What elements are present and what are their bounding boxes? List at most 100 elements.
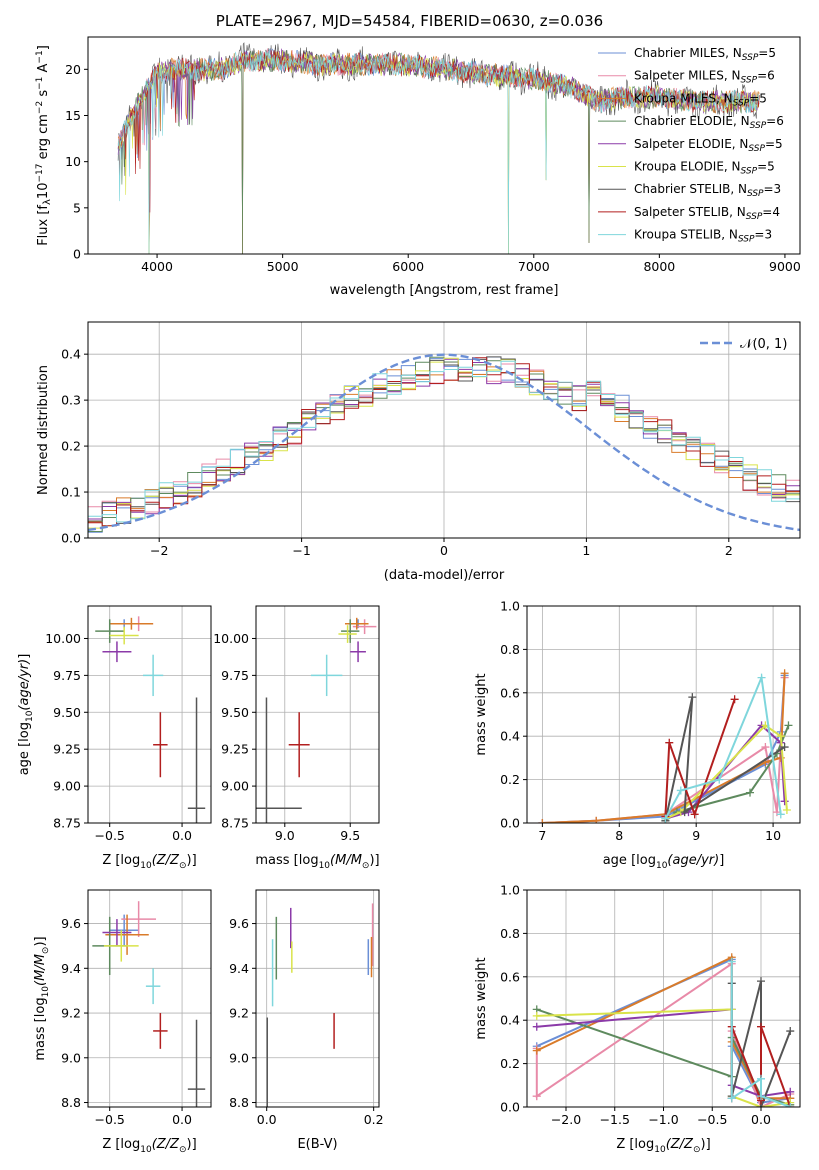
label-part: ] bbox=[36, 45, 51, 50]
weight-marker bbox=[786, 1087, 795, 1096]
weight-marker bbox=[757, 1092, 765, 1101]
y-tick-label: 0.0 bbox=[61, 531, 81, 546]
label-part: mass [log bbox=[255, 853, 318, 868]
label-part: 10 bbox=[25, 710, 35, 722]
y-tick-label: 9.00 bbox=[221, 779, 249, 794]
plot-area bbox=[88, 353, 800, 533]
y-tick-label: 0.4 bbox=[500, 729, 520, 744]
label-part: SSP bbox=[747, 189, 764, 199]
weight-marker bbox=[661, 814, 670, 823]
weight-line bbox=[542, 677, 786, 823]
y-tick-label: 9.75 bbox=[221, 668, 249, 683]
y-tick-label: 9.50 bbox=[221, 705, 249, 720]
weight-marker bbox=[786, 1027, 795, 1036]
label-part: ⊙ bbox=[41, 947, 51, 955]
label-part: (Z/Z bbox=[666, 1137, 694, 1152]
x-tick-label: 9 bbox=[692, 828, 700, 843]
label-part: λ bbox=[42, 199, 53, 205]
y-tick-label: 9.0 bbox=[61, 1050, 81, 1065]
x-tick-label: 10 bbox=[765, 828, 781, 843]
x-tick-label: 0.0 bbox=[172, 828, 192, 843]
axes-frame bbox=[255, 605, 380, 824]
y-tick-label: 9.50 bbox=[53, 705, 81, 720]
weight-marker bbox=[757, 673, 766, 682]
weight-line bbox=[542, 673, 786, 823]
weight-marker bbox=[761, 743, 770, 752]
label-part: −1 bbox=[35, 50, 45, 63]
label-part: Salpeter STELIB, N bbox=[634, 205, 746, 219]
x-tick-label: −0.5 bbox=[95, 828, 125, 843]
y-tick-label: 1.0 bbox=[500, 883, 520, 898]
y-tick-label: 0.4 bbox=[61, 347, 81, 362]
label-part: SSP bbox=[738, 235, 755, 245]
label-part: −1 bbox=[35, 77, 45, 90]
plot-area bbox=[266, 903, 374, 1107]
y-tick-label: 8.8 bbox=[61, 1095, 81, 1110]
axes-frame bbox=[87, 36, 801, 255]
y-axis-label: Normed distribution bbox=[36, 365, 51, 495]
x-axis-label: age [log10(age/yr)] bbox=[603, 853, 725, 871]
plot-area bbox=[92, 901, 206, 1107]
label-part: Kroupa ELODIE, N bbox=[634, 160, 741, 174]
x-tick-label: 9.0 bbox=[275, 828, 295, 843]
x-axis-label: Z [log10(Z/Z⊙)] bbox=[102, 1137, 196, 1155]
plot-area bbox=[532, 953, 795, 1107]
weight-marker bbox=[592, 816, 601, 823]
histogram-step bbox=[88, 360, 800, 523]
weight-marker bbox=[727, 957, 736, 966]
weight-marker bbox=[715, 775, 724, 784]
label-part: SSP bbox=[733, 98, 750, 108]
x-tick-label: 0 bbox=[440, 543, 448, 558]
x-tick-label: 1 bbox=[582, 543, 590, 558]
label-part: Flux [f bbox=[36, 205, 51, 246]
x-tick-label: −1.0 bbox=[648, 1112, 678, 1127]
x-tick-label: −2.0 bbox=[551, 1112, 581, 1127]
y-tick-label: 9.4 bbox=[229, 961, 249, 976]
y-axis-label: mass weight bbox=[474, 673, 489, 755]
axes-frame bbox=[255, 889, 380, 1108]
histogram-step bbox=[88, 357, 800, 527]
legend-label: Salpeter STELIB, NSSP=4 bbox=[634, 205, 780, 222]
x-axis-label: wavelength [Angstrom, rest frame] bbox=[330, 283, 559, 298]
axes-mass-weight-vs-Z: −2.0 −1.5 −1.0 −0.5 0.0 0.0 0.2 0.4 0.6 0.8 1.0 Z [… bbox=[474, 883, 801, 1155]
legend-label: Chabrier STELIB, NSSP=3 bbox=[634, 182, 781, 199]
label-part: Chabrier MILES, N bbox=[634, 46, 742, 60]
label-part: SSP bbox=[748, 144, 765, 154]
weight-marker bbox=[727, 1094, 736, 1103]
weight-marker bbox=[676, 786, 685, 795]
label-part: =3 bbox=[754, 228, 772, 242]
y-tick-label: 9.0 bbox=[229, 1050, 249, 1065]
label-part: −2 bbox=[35, 101, 45, 114]
label-part: A bbox=[36, 63, 51, 76]
label-part: =5 bbox=[765, 137, 783, 151]
weight-marker bbox=[757, 977, 765, 986]
label-part: )] bbox=[187, 1137, 197, 1152]
spectrum-line bbox=[117, 50, 760, 254]
weight-marker bbox=[746, 788, 755, 797]
y-tick-label: 20 bbox=[65, 62, 81, 77]
y-tick-label: 0.2 bbox=[61, 439, 81, 454]
label-part: ⊙ bbox=[362, 861, 370, 871]
weight-marker bbox=[780, 743, 789, 752]
label-part: ] bbox=[719, 853, 724, 868]
y-tick-label: 0.4 bbox=[500, 1013, 520, 1028]
y-tick-label: 8.75 bbox=[53, 816, 81, 831]
x-tick-label: 0.0 bbox=[257, 1112, 277, 1127]
y-tick-label: 5 bbox=[73, 200, 81, 215]
label-part: (Z/Z bbox=[152, 1137, 180, 1152]
label-part: 10 bbox=[654, 1145, 666, 1155]
label-part: SSP bbox=[741, 167, 758, 177]
x-tick-label: 5000 bbox=[267, 259, 299, 274]
x-tick-label: 7000 bbox=[518, 259, 550, 274]
y-tick-label: 9.75 bbox=[53, 668, 81, 683]
y-tick-label: 9.6 bbox=[229, 916, 249, 931]
y-tick-label: 10.00 bbox=[213, 631, 249, 646]
x-tick-label: 8 bbox=[615, 828, 623, 843]
label-part: (Z/Z bbox=[152, 853, 180, 868]
label-part: SSP bbox=[746, 212, 763, 222]
y-tick-label: 0.8 bbox=[500, 642, 520, 657]
label-part: age [log bbox=[603, 853, 656, 868]
label-part: Z [log bbox=[102, 853, 140, 868]
